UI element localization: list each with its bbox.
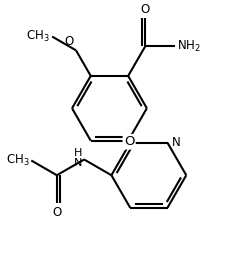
Text: H: H xyxy=(74,148,82,157)
Text: O: O xyxy=(65,35,74,48)
Text: O: O xyxy=(141,3,150,15)
Text: NH$_2$: NH$_2$ xyxy=(177,39,201,54)
Text: N: N xyxy=(172,136,180,149)
Text: CH$_3$: CH$_3$ xyxy=(6,153,29,168)
Text: N: N xyxy=(74,157,82,168)
Text: CH$_3$: CH$_3$ xyxy=(26,29,50,44)
Text: O: O xyxy=(52,206,62,219)
Text: O: O xyxy=(124,135,134,148)
